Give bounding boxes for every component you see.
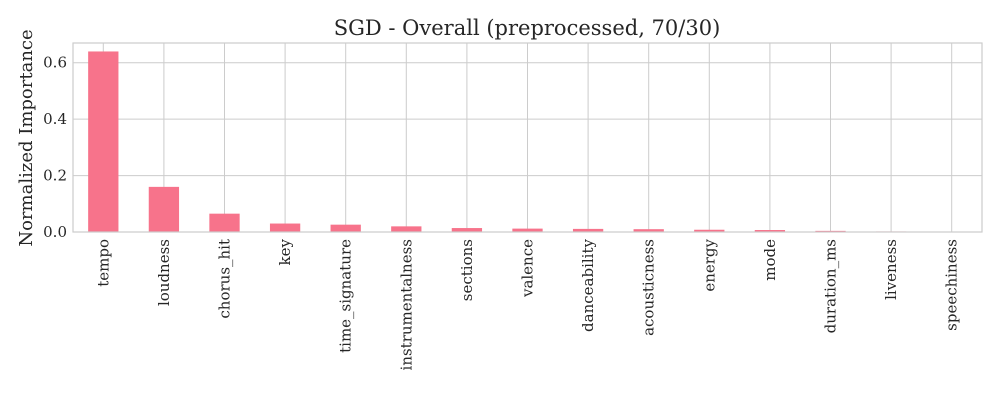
chart-title: SGD - Overall (preprocessed, 70/30) xyxy=(334,16,721,40)
x-tick-label: tempo xyxy=(94,239,112,287)
bar-time_signature xyxy=(331,225,361,232)
y-axis-label: Normalized Importance xyxy=(16,29,37,246)
x-tick-label: liveness xyxy=(882,239,900,300)
x-tick-labels: tempo loudness chorus_hit key time_signature… xyxy=(94,238,960,370)
grid-lines xyxy=(73,43,982,232)
x-tick-label: speechiness xyxy=(943,239,961,331)
x-tick-label: instrumentalness xyxy=(397,239,415,370)
y-tick-label: 0.2 xyxy=(43,167,67,185)
y-tick-label: 0.6 xyxy=(43,54,67,72)
x-tick-label: sections xyxy=(458,239,476,301)
x-tick-label: danceability xyxy=(579,238,597,331)
x-tick-label: duration_ms xyxy=(822,239,840,333)
bar-key xyxy=(270,224,300,232)
y-tick-label: 0.0 xyxy=(43,223,67,241)
x-tick-label: valence xyxy=(519,239,537,298)
x-tick-label: acousticness xyxy=(640,239,658,336)
bar-tempo xyxy=(88,51,118,232)
x-tick-label: mode xyxy=(761,239,779,281)
bar-loudness xyxy=(149,187,179,232)
x-tick-label: loudness xyxy=(155,239,173,306)
x-tick-label: chorus_hit xyxy=(216,239,234,319)
y-tick-label: 0.4 xyxy=(43,110,67,128)
x-tick-label: energy xyxy=(700,238,718,291)
x-tick-label: time_signature xyxy=(337,239,355,353)
y-tick-labels: 0.0 0.2 0.4 0.6 xyxy=(43,54,67,241)
bar-chorus_hit xyxy=(209,214,239,232)
bar-instrumentalness xyxy=(391,226,421,232)
x-tick-label: key xyxy=(276,238,294,265)
